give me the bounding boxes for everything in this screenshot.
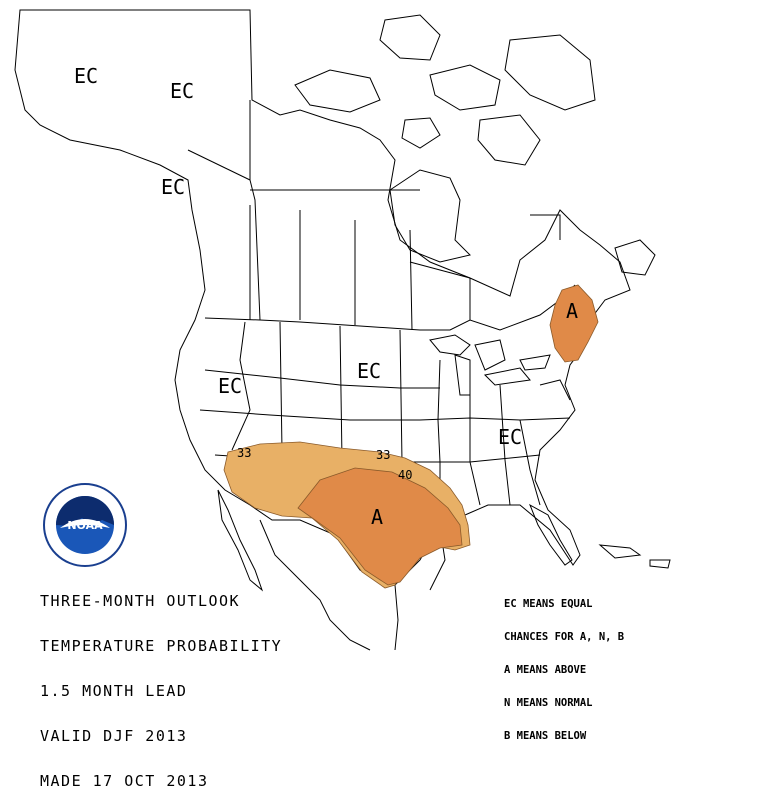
title-line-2: TEMPERATURE PROBABILITY	[40, 637, 283, 655]
legend-line-3: A MEANS ABOVE	[504, 664, 587, 676]
map-labels: EC EC EC EC EC EC A A 33 33 40	[74, 64, 578, 529]
noaa-logo: NOAA	[43, 483, 127, 567]
title-block: THREE-MONTH OUTLOOK TEMPERATURE PROBABIL…	[40, 564, 282, 804]
legend-line-4: N MEANS NORMAL	[504, 697, 593, 709]
ec-label-canada-coast: EC	[161, 175, 185, 199]
outlook-map: EC EC EC EC EC EC A A 33 33 40	[14, 9, 671, 651]
ec-label-alaska-west: EC	[74, 64, 98, 88]
title-line-4: VALID DJF 2013	[40, 727, 188, 745]
contour-label-33-central: 33	[376, 448, 390, 462]
contour-label-40: 40	[398, 468, 412, 482]
legend-line-2: CHANCES FOR A, N, B	[504, 631, 625, 643]
ec-label-alaska-east: EC	[170, 79, 194, 103]
shading-above-new-england	[549, 284, 599, 363]
ec-label-east-us: EC	[498, 425, 522, 449]
title-line-3: 1.5 MONTH LEAD	[40, 682, 188, 700]
probability-shading	[223, 284, 599, 589]
ec-label-west-us: EC	[218, 374, 242, 398]
title-line-1: THREE-MONTH OUTLOOK	[40, 592, 241, 610]
above-label-texas: A	[371, 505, 383, 529]
shading-above-40-50-texas	[297, 467, 463, 586]
legend-block: EC MEANS EQUAL CHANCES FOR A, N, B A MEA…	[504, 577, 624, 753]
noaa-logo-text: NOAA	[67, 519, 103, 532]
legend-line-5: B MEANS BELOW	[504, 730, 587, 742]
legend-line-1: EC MEANS EQUAL	[504, 598, 593, 610]
ec-label-central-us: EC	[357, 359, 381, 383]
contour-label-33-west: 33	[237, 446, 251, 460]
title-line-5: MADE 17 OCT 2013	[40, 772, 209, 790]
above-label-new-england: A	[566, 299, 578, 323]
